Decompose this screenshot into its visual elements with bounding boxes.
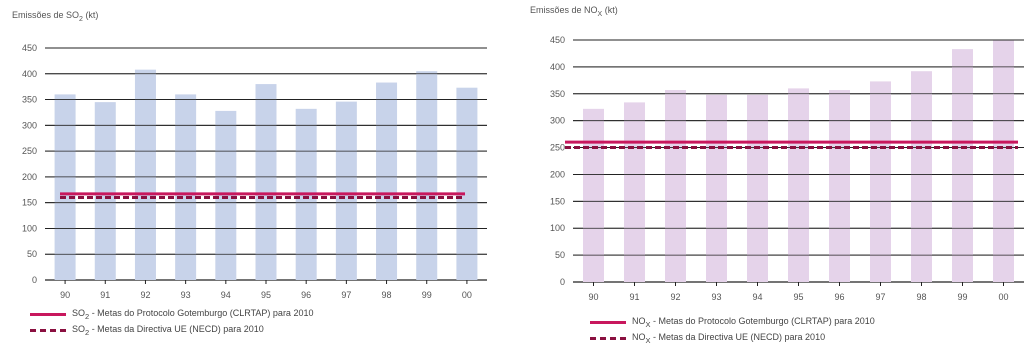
nox-axis-title-unit: (kt) bbox=[602, 5, 618, 15]
so2-legend-item-necd: SO2 - Metas da Directiva UE (NECD) para … bbox=[30, 322, 315, 338]
so2-bar bbox=[456, 87, 478, 280]
nox-x-tick-label: 93 bbox=[711, 292, 721, 302]
so2-bar bbox=[335, 101, 357, 281]
nox-y-tick-label: 50 bbox=[555, 250, 565, 260]
nox-legend-item-necd: NOX - Metas da Directiva UE (NECD) para … bbox=[590, 330, 877, 346]
nox-x-tick-label: 92 bbox=[670, 292, 680, 302]
so2-bar bbox=[215, 110, 237, 280]
solid-line-swatch bbox=[590, 320, 626, 324]
nox-axis-title-sub: X bbox=[597, 10, 603, 18]
nox-y-tick-label: 100 bbox=[550, 223, 565, 233]
nox-y-tick-label: 200 bbox=[550, 169, 565, 179]
so2-chart-panel: Emissões de SO2 (kt) 0 50 100 150 200 250 300 3… bbox=[0, 0, 500, 354]
nox-bar bbox=[829, 90, 850, 282]
so2-bar bbox=[255, 84, 277, 280]
nox-x-tick-label: 97 bbox=[875, 292, 885, 302]
nox-x-tick-label: 95 bbox=[793, 292, 803, 302]
nox-chart-panel: Emissões de NOX (kt) 0 50 100 150 200 250 300 3… bbox=[520, 0, 1024, 354]
nox-chart-svg: 0 50 100 150 200 250 300 350 400 450 90 91 92 93 94 95 9… bbox=[550, 35, 1024, 302]
so2-x-tick-label: 91 bbox=[100, 290, 110, 300]
so2-x-tick-label: 90 bbox=[60, 290, 70, 300]
so2-y-tick-label: 450 bbox=[22, 43, 37, 53]
so2-y-tick-label: 400 bbox=[22, 69, 37, 79]
nox-bar bbox=[747, 94, 768, 282]
nox-x-tick-label: 99 bbox=[957, 292, 967, 302]
so2-axis-title-sub: 2 bbox=[79, 15, 83, 23]
so2-y-tick-label: 0 bbox=[32, 275, 37, 285]
nox-y-tick-label: 0 bbox=[560, 277, 565, 287]
nox-legend-necd-label: NOX - Metas da Directiva UE (NECD) para … bbox=[632, 331, 826, 345]
so2-y-tick-label: 100 bbox=[22, 223, 37, 233]
so2-x-tick-label: 95 bbox=[261, 290, 271, 300]
so2-x-tick-label: 93 bbox=[181, 290, 191, 300]
so2-legend-item-clrtap: SO2 - Metas do Protocolo Gotemburgo (CLR… bbox=[30, 306, 315, 322]
so2-chart-svg: 0 50 100 150 200 250 300 350 400 450 90 91 92 93 94 95 9… bbox=[22, 43, 487, 300]
so2-legend-clrtap-label: SO2 - Metas do Protocolo Gotemburgo (CLR… bbox=[72, 307, 314, 321]
nox-x-tick-label: 90 bbox=[588, 292, 598, 302]
so2-x-tick-label: 99 bbox=[422, 290, 432, 300]
nox-y-tick-label: 300 bbox=[550, 116, 565, 126]
so2-y-tick-label: 200 bbox=[22, 172, 37, 182]
dashed-line-swatch bbox=[590, 336, 626, 340]
so2-y-tick-label: 300 bbox=[22, 120, 37, 130]
nox-bar bbox=[583, 108, 604, 282]
so2-legend-necd-label: SO2 - Metas da Directiva UE (NECD) para … bbox=[72, 323, 264, 337]
nox-bar bbox=[870, 81, 891, 282]
so2-x-tick-label: 00 bbox=[462, 290, 472, 300]
nox-x-tick-label: 98 bbox=[916, 292, 926, 302]
so2-axis-title-text: Emissões de SO bbox=[12, 10, 80, 20]
dashed-line-swatch bbox=[30, 328, 66, 332]
nox-bar bbox=[706, 94, 727, 282]
nox-axis-title-text: Emissões de NO bbox=[530, 5, 598, 15]
so2-y-tick-label: 250 bbox=[22, 146, 37, 156]
nox-legend-clrtap-label: NOX - Metas do Protocolo Gotemburgo (CLR… bbox=[632, 315, 875, 329]
so2-bar bbox=[134, 69, 156, 280]
nox-x-tick-label: 91 bbox=[629, 292, 639, 302]
nox-y-tick-label: 250 bbox=[550, 143, 565, 153]
nox-y-tick-label: 400 bbox=[550, 62, 565, 72]
so2-bar bbox=[416, 71, 438, 280]
nox-y-tick-label: 150 bbox=[550, 196, 565, 206]
so2-y-tick-label: 150 bbox=[22, 198, 37, 208]
so2-x-tick-label: 96 bbox=[301, 290, 311, 300]
nox-bar bbox=[788, 88, 809, 283]
so2-bar bbox=[54, 94, 76, 281]
nox-axis-title: Emissões de NOX (kt) bbox=[530, 5, 618, 18]
so2-y-tick-label: 350 bbox=[22, 95, 37, 105]
nox-y-tick-label: 350 bbox=[550, 89, 565, 99]
nox-x-tick-label: 94 bbox=[752, 292, 762, 302]
nox-bar bbox=[911, 71, 932, 283]
nox-bar bbox=[665, 90, 686, 282]
so2-bar bbox=[175, 94, 197, 281]
so2-y-tick-label: 50 bbox=[27, 249, 37, 259]
so2-axis-title-unit: (kt) bbox=[82, 10, 99, 20]
nox-legend: NOX - Metas do Protocolo Gotemburgo (CLR… bbox=[590, 314, 877, 346]
so2-legend: SO2 - Metas do Protocolo Gotemburgo (CLR… bbox=[30, 306, 315, 338]
nox-y-tick-label: 450 bbox=[550, 35, 565, 45]
so2-axis-title: Emissões de SO2 (kt) bbox=[12, 10, 98, 23]
so2-bar bbox=[376, 82, 398, 280]
nox-x-tick-label: 00 bbox=[998, 292, 1008, 302]
so2-bar bbox=[94, 102, 116, 280]
nox-legend-item-clrtap: NOX - Metas do Protocolo Gotemburgo (CLR… bbox=[590, 314, 877, 330]
nox-bar bbox=[952, 49, 973, 282]
nox-bar bbox=[993, 40, 1014, 282]
solid-line-swatch bbox=[30, 312, 66, 316]
nox-x-tick-label: 96 bbox=[834, 292, 844, 302]
so2-x-tick-label: 98 bbox=[382, 290, 392, 300]
so2-x-tick-label: 94 bbox=[221, 290, 231, 300]
so2-x-tick-label: 97 bbox=[341, 290, 351, 300]
so2-x-tick-label: 92 bbox=[140, 290, 150, 300]
